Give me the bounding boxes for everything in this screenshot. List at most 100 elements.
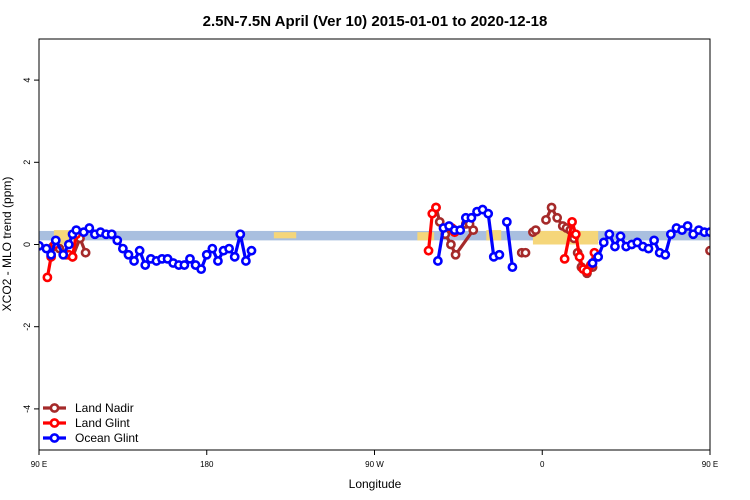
data-point	[450, 249, 461, 260]
y-tick-label: 2	[22, 160, 32, 165]
legend-marker	[49, 433, 60, 443]
x-axis-label: Longitude	[349, 477, 402, 491]
legend-label: Land Glint	[75, 416, 130, 430]
series-layer	[39, 202, 750, 283]
data-point	[134, 245, 145, 256]
data-point	[507, 262, 518, 273]
data-point	[423, 245, 434, 256]
data-point	[58, 249, 69, 260]
data-point	[744, 241, 750, 248]
data-point	[207, 243, 218, 254]
land-shade-patch	[710, 234, 725, 240]
data-point	[682, 221, 693, 231]
series-line	[709, 250, 710, 253]
land-shade-patch	[532, 230, 599, 245]
plot-area	[38, 38, 750, 451]
land-shade-patch	[273, 232, 297, 239]
data-point	[587, 258, 598, 268]
data-point	[743, 243, 750, 250]
data-point	[541, 214, 551, 225]
chart-title: 2.5N-7.5N April (Ver 10) 2015-01-01 to 2…	[203, 13, 548, 30]
data-point	[598, 237, 609, 248]
data-point	[106, 229, 117, 240]
data-point	[712, 251, 719, 258]
data-point	[740, 241, 747, 248]
data-point	[123, 249, 134, 260]
data-point	[530, 225, 541, 236]
legend-marker	[49, 403, 60, 413]
data-point	[50, 235, 61, 246]
data-point	[483, 208, 494, 219]
data-point	[432, 256, 443, 266]
plot-frame	[38, 38, 711, 451]
land-shade-patch	[417, 232, 435, 241]
data-point	[46, 249, 57, 260]
x-axis: 90 E 180 90 W 0 90 E	[31, 450, 718, 469]
data-point	[63, 239, 74, 250]
x-tick-label: 90 E	[702, 460, 718, 469]
y-tick-label: 0	[22, 242, 32, 247]
data-point	[712, 235, 719, 242]
data-point	[84, 223, 95, 233]
reference-band	[39, 230, 710, 241]
y-tick-label: 4	[22, 78, 32, 83]
data-point	[129, 256, 139, 266]
data-point	[546, 202, 557, 213]
data-point	[235, 229, 246, 240]
series-line	[740, 245, 747, 278]
land-shading	[53, 230, 725, 245]
x-tick-label: 90 E	[31, 460, 47, 469]
data-point	[736, 274, 743, 281]
data-point	[501, 216, 512, 227]
data-point	[615, 231, 626, 242]
data-point	[520, 247, 531, 258]
data-point	[246, 245, 257, 256]
data-point	[552, 212, 563, 223]
series-line	[742, 245, 747, 247]
x-tick-label: 90 W	[365, 460, 384, 469]
data-point	[455, 225, 466, 236]
x-tick-label: 0	[540, 460, 545, 469]
data-point	[224, 243, 235, 254]
data-point	[185, 253, 195, 264]
data-point	[610, 241, 620, 252]
data-point	[567, 216, 577, 227]
data-point	[71, 225, 82, 236]
data-point	[240, 256, 251, 266]
data-point	[201, 249, 212, 260]
y-axis: -4 -2 0 2 4	[22, 78, 39, 413]
data-point	[42, 272, 53, 283]
data-point	[229, 251, 240, 262]
data-point	[140, 260, 151, 270]
data-point	[705, 227, 710, 238]
data-point	[593, 251, 604, 262]
data-point	[738, 241, 745, 248]
data-point	[80, 247, 91, 258]
data-point	[179, 260, 190, 270]
data-point	[559, 253, 570, 264]
legend-marker	[49, 418, 60, 428]
legend-label: Land Nadir	[75, 401, 134, 415]
data-point	[665, 229, 676, 240]
data-point	[604, 229, 615, 240]
data-point	[117, 243, 128, 254]
legend-label: Ocean Glint	[75, 431, 139, 445]
y-axis-label: XCO2 - MLO trend (ppm)	[0, 177, 14, 312]
data-point	[570, 229, 581, 240]
series-2	[39, 204, 730, 275]
data-point	[196, 264, 207, 275]
data-point	[494, 249, 505, 260]
data-point	[67, 251, 78, 262]
y-tick-label: -2	[22, 323, 32, 331]
series-line	[505, 221, 515, 268]
data-point	[705, 245, 710, 256]
data-point	[723, 251, 730, 258]
data-point	[431, 202, 441, 213]
x-tick-label: 180	[200, 460, 214, 469]
data-point	[213, 256, 223, 266]
reference-band-rect	[39, 230, 710, 241]
data-point	[718, 243, 725, 250]
land-shade-patch	[486, 230, 502, 241]
